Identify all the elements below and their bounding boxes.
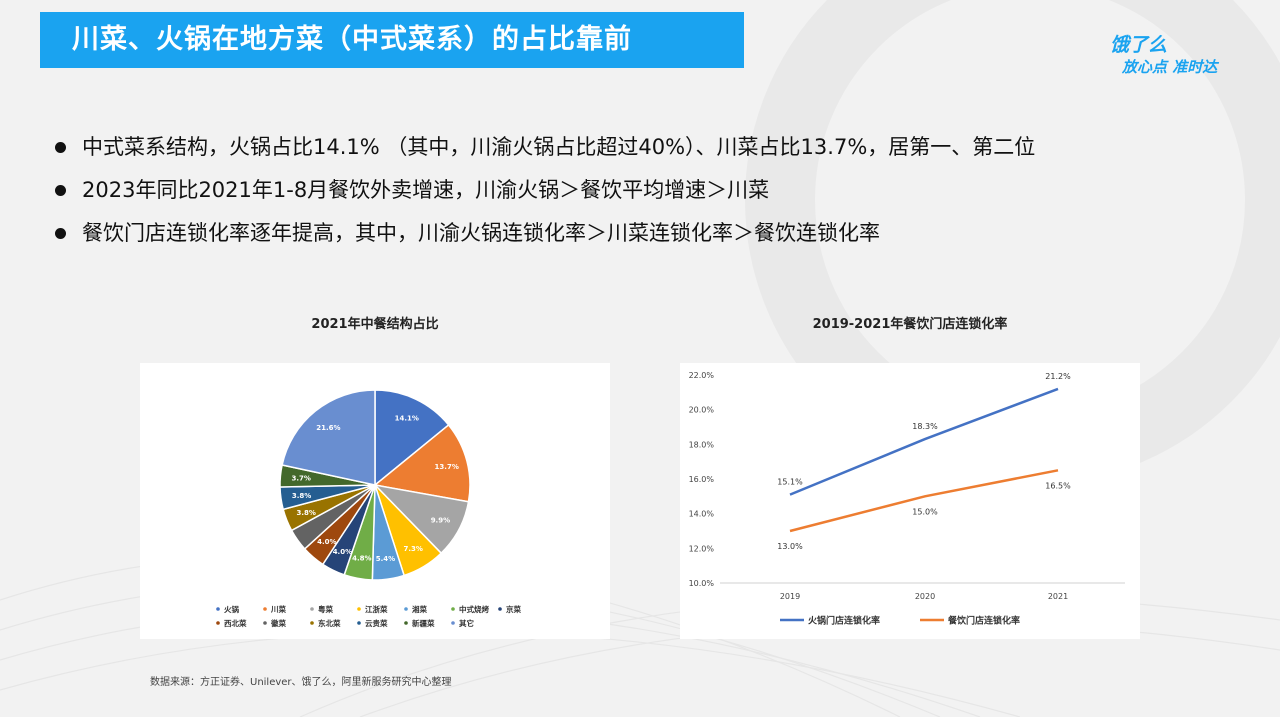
pie-chart: 14.1%13.7%9.9%7.3%5.4%4.8%4.0%4.0%3.8%3.… <box>216 389 521 628</box>
pie-chart-title: 2021年中餐结构占比 <box>311 317 439 332</box>
page-title: 川菜、火锅在地方菜（中式菜系）的占比靠前 <box>40 12 744 68</box>
pie-slice <box>281 389 376 486</box>
line-chart: 10.0% 12.0% 14.0% 16.0% 18.0% 20.0% 22.0% 2019 2… <box>689 371 1125 627</box>
y-tick-label: 18.0% <box>689 440 715 449</box>
legend-label: 京菜 <box>506 604 521 614</box>
pie-data-label: 4.8% <box>352 554 371 562</box>
line-chart-panel: 10.0% 12.0% 14.0% 16.0% 18.0% 20.0% 22.0% 2019 2… <box>680 363 1140 639</box>
y-tick-label: 14.0% <box>689 510 715 519</box>
pie-data-label: 14.1% <box>395 415 419 423</box>
line-data-label: 15.0% <box>912 507 938 516</box>
y-tick-label: 22.0% <box>689 371 715 380</box>
legend-label: 新疆菜 <box>412 618 435 628</box>
legend-marker <box>404 607 408 611</box>
brand-slogan: 放心点 准时达 <box>1122 58 1218 76</box>
legend-marker <box>357 621 361 625</box>
legend-marker <box>310 607 314 611</box>
line-data-label: 21.2% <box>1045 372 1071 381</box>
legend-marker <box>263 621 267 625</box>
y-tick-label: 16.0% <box>689 475 715 484</box>
legend-marker <box>310 621 314 625</box>
legend-label: 火锅门店连锁化率 <box>808 615 880 627</box>
pie-data-label: 4.0% <box>317 538 336 546</box>
bullet-item: 中式菜系结构，火锅占比14.1% （其中，川渝火锅占比超过40%）、川菜占比13… <box>52 126 1035 169</box>
legend-label: 云贵菜 <box>365 618 388 628</box>
brand-logo: 饿了么 放心点 准时达 <box>1110 34 1260 78</box>
series-line <box>789 469 1059 533</box>
line-data-label: 18.3% <box>912 422 938 431</box>
legend-label: 川菜 <box>270 604 286 614</box>
legend-marker <box>357 607 361 611</box>
bullet-item: 2023年同比2021年1-8月餐饮外卖增速，川渝火锅＞餐饮平均增速＞川菜 <box>52 169 1035 212</box>
x-tick-label: 2020 <box>915 592 935 601</box>
x-tick-label: 2019 <box>780 592 800 601</box>
bullet-list: 中式菜系结构，火锅占比14.1% （其中，川渝火锅占比超过40%）、川菜占比13… <box>52 126 1035 255</box>
pie-slice <box>374 389 450 487</box>
y-tick-label: 20.0% <box>689 406 715 415</box>
legend-label: 餐饮门店连锁化率 <box>947 615 1020 627</box>
y-tick-label: 10.0% <box>689 579 715 588</box>
pie-slice <box>373 423 471 503</box>
pie-data-label: 21.6% <box>316 424 340 432</box>
series-line <box>789 387 1059 496</box>
legend-label: 湘菜 <box>412 604 427 614</box>
pie-data-label: 5.4% <box>376 555 395 563</box>
legend-marker <box>451 607 455 611</box>
legend-marker <box>451 621 455 625</box>
pie-data-label: 9.9% <box>431 516 450 524</box>
legend-label: 中式烧烤 <box>459 604 489 614</box>
brand-name: 饿了么 <box>1110 34 1168 56</box>
y-tick-label: 12.0% <box>689 544 715 553</box>
legend-marker <box>263 607 267 611</box>
legend-label: 火锅 <box>224 604 239 614</box>
legend-label: 西北菜 <box>224 618 247 628</box>
legend-label: 东北菜 <box>318 618 341 628</box>
legend-marker <box>216 621 220 625</box>
pie-data-label: 3.8% <box>296 509 315 517</box>
legend-marker <box>216 607 220 611</box>
x-tick-label: 2021 <box>1048 592 1068 601</box>
legend-label: 其它 <box>459 618 474 628</box>
line-data-label: 16.5% <box>1045 481 1071 490</box>
pie-chart-panel: 14.1% 13.7% 9.9% 7.3% 5.4% 4.8% 4.0% 4.0% 3.8% 3.… <box>140 363 610 639</box>
pie-data-label: 7.3% <box>403 545 422 553</box>
bullet-item: 餐饮门店连锁化率逐年提高，其中，川渝火锅连锁化率＞川菜连锁化率＞餐饮连锁化率 <box>52 212 1035 255</box>
pie-data-label: 4.0% <box>333 548 352 556</box>
line-data-label: 13.0% <box>777 542 803 551</box>
pie-data-label: 3.7% <box>291 474 310 482</box>
line-data-label: 15.1% <box>777 478 803 487</box>
data-source-note: 数据来源：方正证券、Unilever、饿了么，阿里新服务研究中心整理 <box>150 677 452 688</box>
legend-label: 粤菜 <box>318 604 333 614</box>
legend-marker <box>404 621 408 625</box>
legend-label: 江浙菜 <box>365 604 388 614</box>
legend-label: 徽菜 <box>270 618 286 628</box>
legend-marker <box>498 607 502 611</box>
line-chart-title: 2019-2021年餐饮门店连锁化率 <box>812 317 1008 332</box>
pie-data-label: 3.8% <box>292 492 311 500</box>
pie-data-label: 13.7% <box>435 463 459 471</box>
